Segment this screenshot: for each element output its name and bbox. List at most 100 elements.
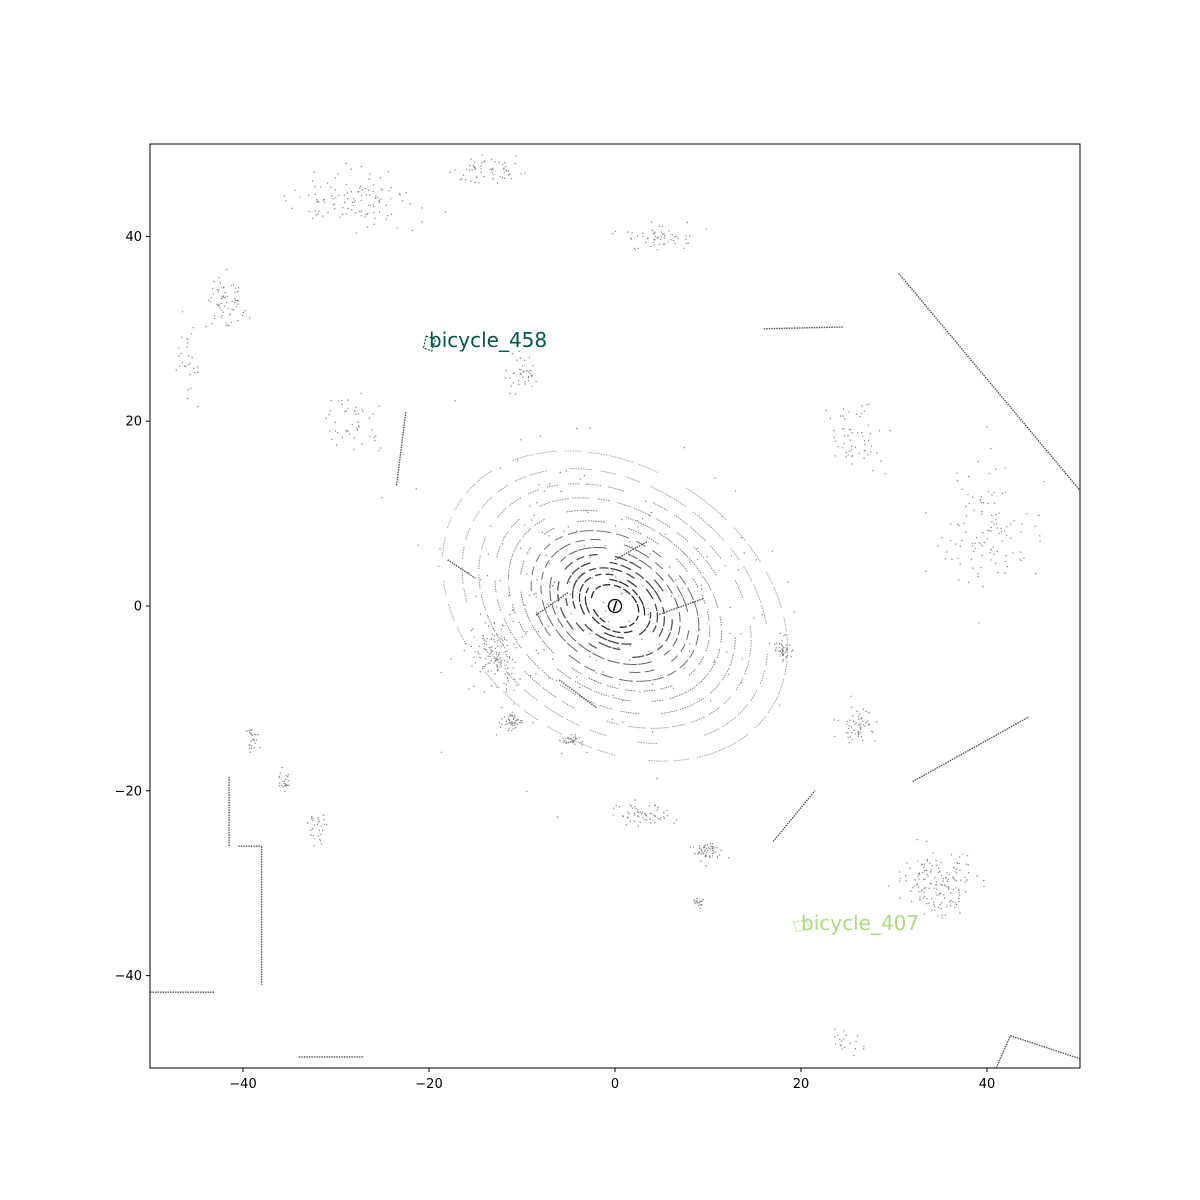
data-point [863,1048,865,1050]
lidar-ring [509,497,522,506]
object-label: bicycle_458 [429,328,547,352]
data-point [513,721,516,723]
lidar-ring [511,604,516,615]
data-point [1000,527,1002,530]
data-point [862,708,865,710]
data-point [779,632,782,635]
data-point [698,845,700,847]
data-point [637,815,639,817]
data-point [782,660,784,662]
data-point [454,169,456,171]
lidar-ring [653,579,664,592]
lidar-ring [691,715,706,723]
data-point [1001,540,1003,542]
lidar-ring [734,579,744,598]
lidar-structure-line [395,411,407,486]
data-point [187,389,189,391]
data-point [491,169,493,171]
data-point [380,496,383,499]
lidar-ring [448,604,456,622]
data-point [529,505,531,507]
data-point [919,899,921,901]
data-point [840,1040,842,1042]
data-point [506,655,508,658]
lidar-ring [672,637,678,647]
data-point [944,884,946,887]
data-point [834,1028,836,1031]
data-point [711,855,714,857]
lidar-ring [701,594,706,604]
data-point [321,829,324,832]
data-point [913,885,915,887]
data-point [216,303,218,306]
data-point [354,200,356,202]
data-point [701,903,703,906]
data-point [1005,491,1007,494]
data-point [713,661,715,663]
data-point [312,834,314,837]
lidar-ring [691,510,707,523]
data-point [291,207,293,209]
data-point [782,645,784,648]
data-point [851,463,853,465]
lidar-ring [599,704,613,710]
data-point [491,650,493,652]
data-point [313,171,316,173]
data-point [569,593,572,596]
data-point [833,719,836,721]
lidar-ring [602,584,611,587]
data-point [335,197,337,199]
data-point [497,639,499,642]
data-point [974,547,976,549]
data-point [842,415,844,417]
data-point [530,375,533,377]
data-point [993,523,995,525]
data-point [635,807,637,810]
data-point [288,780,290,782]
data-point [844,418,846,420]
lidar-ring [655,572,664,581]
data-point [726,651,728,653]
data-point [630,237,632,240]
data-point [629,804,631,806]
lidar-ring [786,632,789,654]
data-point [236,305,238,308]
data-point [421,207,423,209]
data-point [308,210,310,213]
y-tick-label: −40 [115,969,142,984]
data-point [253,739,256,742]
data-point [483,175,485,178]
data-point [556,606,558,608]
data-point [614,230,617,233]
lidar-ring [680,643,686,652]
data-point [849,428,852,431]
data-point [612,694,614,696]
data-point [537,631,540,633]
data-point [668,230,670,232]
data-point [967,581,970,584]
data-point [506,723,508,725]
data-point [587,511,589,513]
data-point [637,809,639,811]
data-point [711,852,714,855]
lidar-ring [638,661,652,665]
data-point [490,638,492,641]
data-point [503,682,505,685]
data-point [361,195,363,197]
lidar-ring [557,581,560,591]
data-point [868,712,870,714]
data-point [709,845,712,848]
data-point [737,569,740,571]
data-point [1001,492,1004,494]
lidar-ring [631,595,638,604]
data-point [858,730,860,733]
data-point [570,741,572,743]
data-point [553,581,556,583]
data-point [234,291,236,294]
data-point [347,198,349,200]
data-point [997,572,999,574]
ego-heading-line [612,600,618,612]
data-point [958,897,960,900]
data-point [588,632,591,635]
data-point [700,900,702,903]
